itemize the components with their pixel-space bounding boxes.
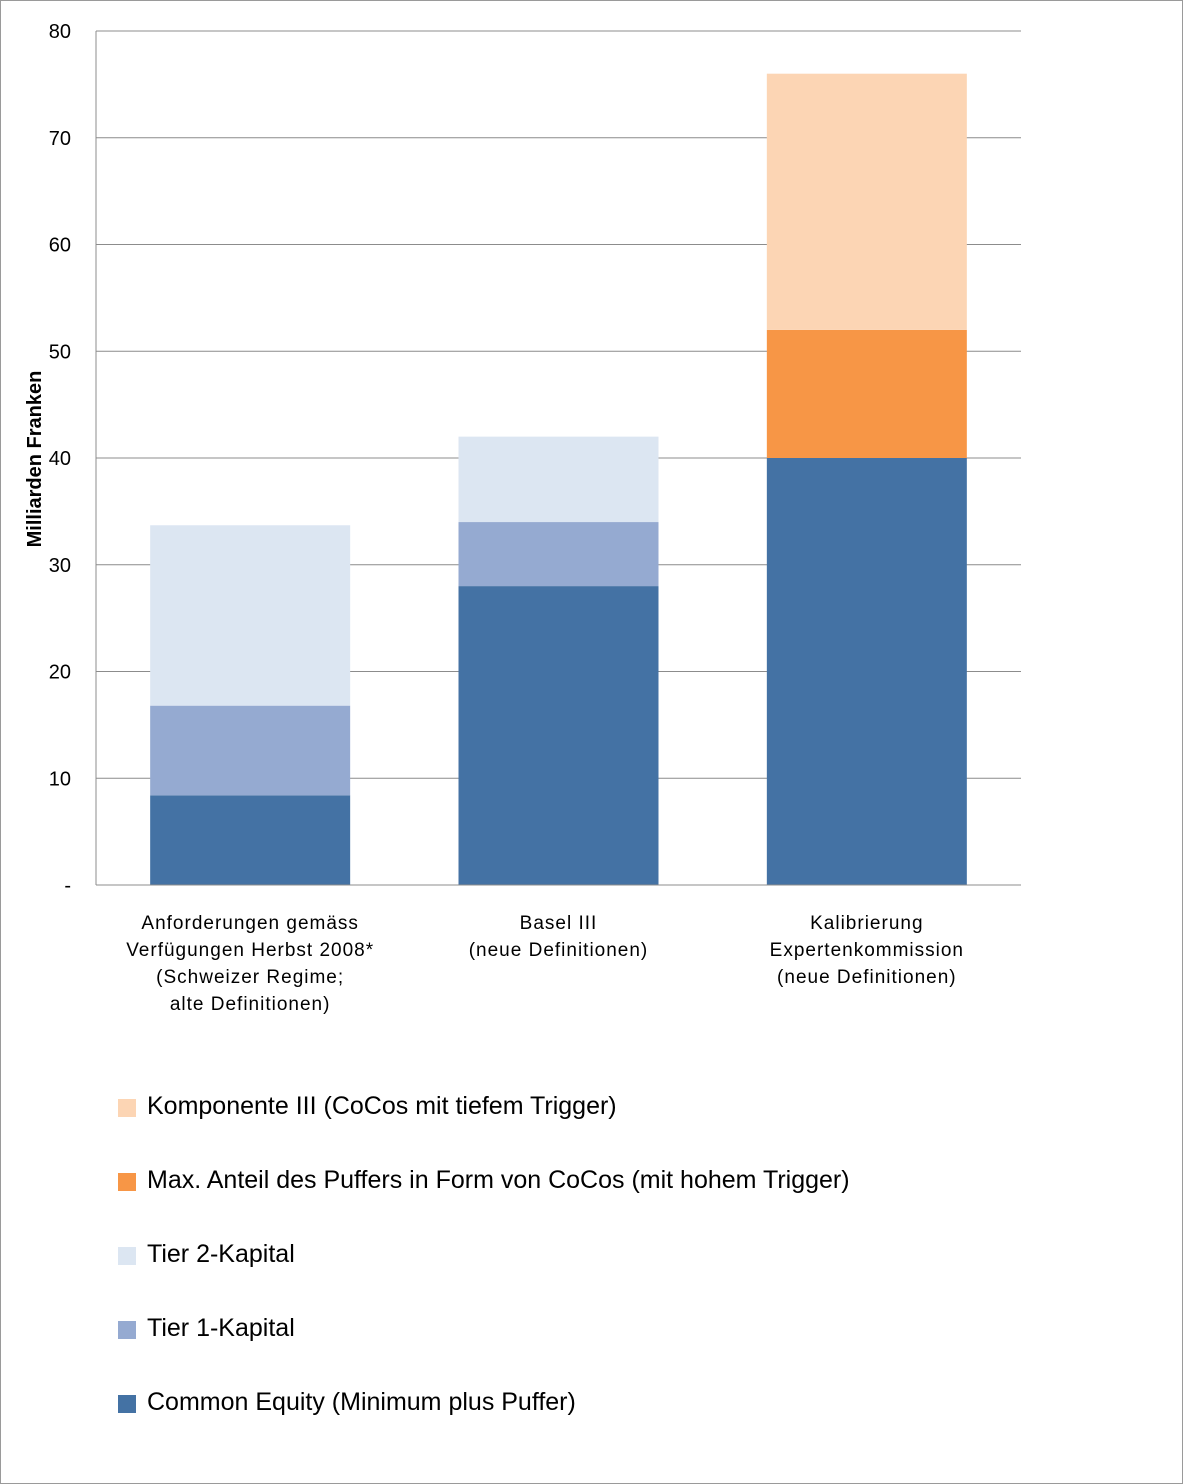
x-category-label-line: Anforderungen gemäss — [141, 913, 359, 934]
legend-label: Common Equity (Minimum plus Puffer) — [147, 1388, 576, 1416]
y-tick-labels: - 10 20 30 40 50 60 70 80 — [49, 21, 71, 897]
legend-swatch — [118, 1395, 136, 1413]
y-tick-label: 70 — [49, 128, 71, 150]
legend-swatch — [118, 1321, 136, 1339]
x-category-label: Anforderungen gemäss Verfügungen Herbst 2… — [126, 913, 374, 1015]
legend-swatch — [118, 1099, 136, 1117]
x-category-label-line: alte Definitionen) — [170, 994, 331, 1015]
legend-label: Max. Anteil des Puffers in Form von CoCo… — [147, 1166, 850, 1194]
x-category-label: Basel III (neue Definitionen) — [469, 913, 649, 961]
x-category-label-line: Verfügungen Herbst 2008* — [126, 940, 374, 961]
x-category-label: Kalibrierung Expertenkommission (neue Defi… — [770, 913, 964, 988]
bar-segment — [150, 525, 351, 706]
y-tick-label: 20 — [49, 662, 71, 684]
bars — [150, 73, 967, 885]
y-tick-label: 50 — [49, 341, 71, 363]
bar-segment — [150, 705, 351, 796]
legend-label: Tier 2-Kapital — [147, 1240, 295, 1268]
x-category-label-line: (neue Definitionen) — [469, 940, 649, 961]
bar-segment — [458, 586, 659, 885]
x-category-label-line: Expertenkommission — [770, 940, 964, 961]
y-tick-label: - — [64, 875, 71, 897]
bar-segment — [150, 795, 351, 885]
axes — [95, 31, 1021, 886]
x-category-label-line: (Schweizer Regime; — [156, 967, 344, 988]
y-tick-label: 10 — [49, 768, 71, 790]
y-tick-label: 30 — [49, 555, 71, 577]
x-category-labels: Anforderungen gemäss Verfügungen Herbst 2… — [126, 913, 964, 1015]
bar-segment — [766, 73, 967, 330]
legend-swatch — [118, 1173, 136, 1191]
legend-label: Tier 1-Kapital — [147, 1314, 295, 1342]
bar-segment — [766, 329, 967, 458]
y-tick-label: 40 — [49, 448, 71, 470]
legend-label: Komponente III (CoCos mit tiefem Trigger… — [147, 1092, 617, 1120]
x-category-label-line: (neue Definitionen) — [777, 967, 957, 988]
x-category-label-line: Kalibrierung — [810, 913, 923, 934]
x-category-label-line: Basel III — [520, 913, 598, 934]
y-tick-label: 80 — [49, 21, 71, 43]
bar-segment — [766, 458, 967, 885]
y-tick-label: 60 — [49, 235, 71, 257]
legend-swatch — [118, 1247, 136, 1265]
bar-segment — [458, 522, 659, 587]
bar-segment — [458, 436, 659, 523]
y-axis-label: Milliarden Franken — [24, 371, 46, 548]
